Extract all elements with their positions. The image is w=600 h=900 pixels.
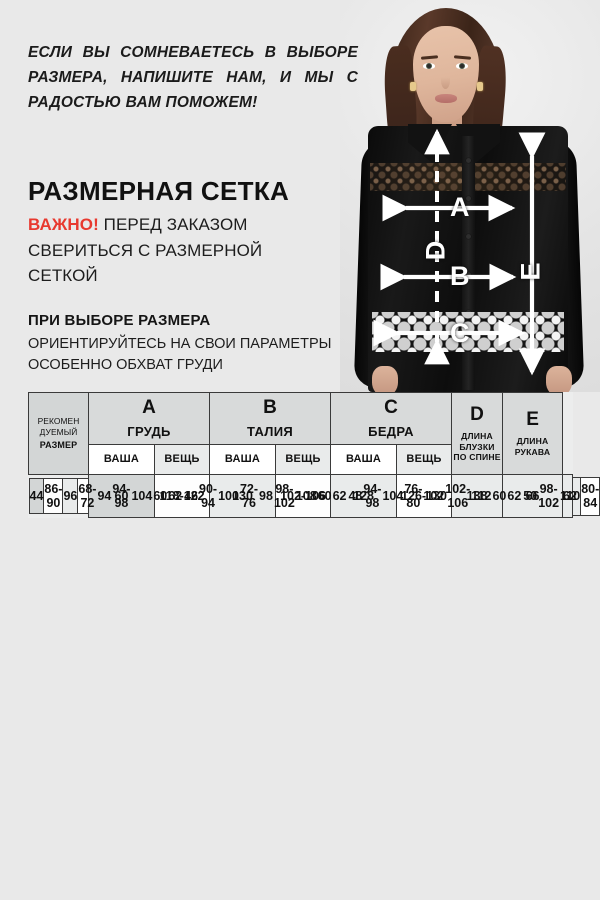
table-header-row-top: РЕКОМЕН ДУЕМЫЙ РАЗМЕР A ГРУДЬ B ТАЛИЯ C …: [28, 392, 573, 475]
important-notice: ВАЖНО! ПЕРЕД ЗАКАЗОМ СВЕРИТЬСЯ С РАЗМЕРН…: [28, 212, 328, 289]
model-iris-left: [426, 63, 432, 69]
cell-hip-yours: 126-130: [396, 473, 453, 519]
advice-title: ПРИ ВЫБОРЕ РАЗМЕРА: [28, 312, 211, 329]
model-nose: [441, 72, 450, 89]
model-hand-left: [372, 366, 398, 392]
cell-chest-item: 96: [62, 478, 79, 515]
header-back-length: D ДЛИНА БЛУЗКИ ПО СПИНЕ: [451, 392, 504, 475]
header-hip-item: ВЕЩЬ: [396, 443, 453, 475]
page-title: РАЗМЕРНАЯ СЕТКА: [28, 176, 290, 206]
measure-label-c: C: [450, 318, 470, 348]
header-waist-yours: ВАША: [209, 443, 276, 475]
measure-label-e: E: [515, 262, 546, 281]
measurement-overlay: A B C D E: [340, 0, 600, 392]
advice-body: ОРИЕНТИРУЙТЕСЬ НА СВОИ ПАРАМЕТРЫ ОСОБЕНН…: [28, 336, 332, 373]
size-chart-table: РЕКОМЕН ДУЕМЫЙ РАЗМЕР A ГРУДЬ B ТАЛИЯ C …: [28, 392, 600, 519]
table-header-row-sub: ВАША ВЕЩЬ ВАША ВЕЩЬ ВАША ВЕЩЬ: [29, 443, 573, 475]
header-recommended-size: РЕКОМЕН ДУЕМЫЙ РАЗМЕР: [28, 392, 89, 475]
measure-label-a: A: [450, 192, 470, 222]
measure-label-d: D: [420, 240, 451, 261]
cell-waist-yours: 102-106: [274, 473, 332, 519]
header-group-waist: B ТАЛИЯ: [208, 392, 332, 445]
cell-chest-yours: 86-90: [43, 478, 64, 515]
cell-size: 44: [28, 478, 45, 515]
cell-sleeve: 62: [562, 473, 577, 519]
header-chest-yours: ВАША: [88, 443, 155, 475]
header-sleeve-length: E ДЛИНА РУКАВА: [502, 392, 564, 475]
measurement-arrows: [373, 128, 546, 376]
model-photo: A B C D E: [340, 0, 600, 392]
table-row: 4486-909668-729494-9810460624690-9410072…: [28, 473, 600, 519]
earring-icon-left: [410, 82, 416, 91]
header-group-hips: C БЕДРА: [330, 392, 453, 445]
header-waist-item: ВЕЩЬ: [274, 443, 332, 475]
model-lips: [435, 94, 457, 103]
blouse-button: [466, 234, 471, 239]
model-iris-right: [459, 63, 465, 69]
blouse-button: [466, 158, 471, 163]
important-text: ПЕРЕД ЗАКАЗОМ СВЕРИТЬСЯ С РАЗМЕРНОЙ СЕТК…: [28, 215, 263, 285]
header-hip-yours: ВАША: [330, 443, 398, 475]
model-hand-right: [546, 366, 572, 392]
cell-chest-yours: 98-102: [537, 476, 561, 516]
earring-icon-right: [477, 82, 483, 91]
cell-waist-yours: 68-72: [77, 478, 98, 515]
header-chest-item: ВЕЩЬ: [154, 443, 210, 475]
measure-label-b: B: [450, 261, 470, 291]
cell-waist-yours: 80-84: [580, 476, 600, 516]
header-group-chest: A ГРУДЬ: [88, 392, 210, 445]
important-highlight: ВАЖНО!: [28, 215, 99, 234]
intro-paragraph: ЕСЛИ ВЫ СОМНЕВАЕТЕСЬ В ВЫБОРЕ РАЗМЕРА, Н…: [28, 44, 358, 112]
cell-chest-yours: 118-122: [154, 473, 210, 519]
